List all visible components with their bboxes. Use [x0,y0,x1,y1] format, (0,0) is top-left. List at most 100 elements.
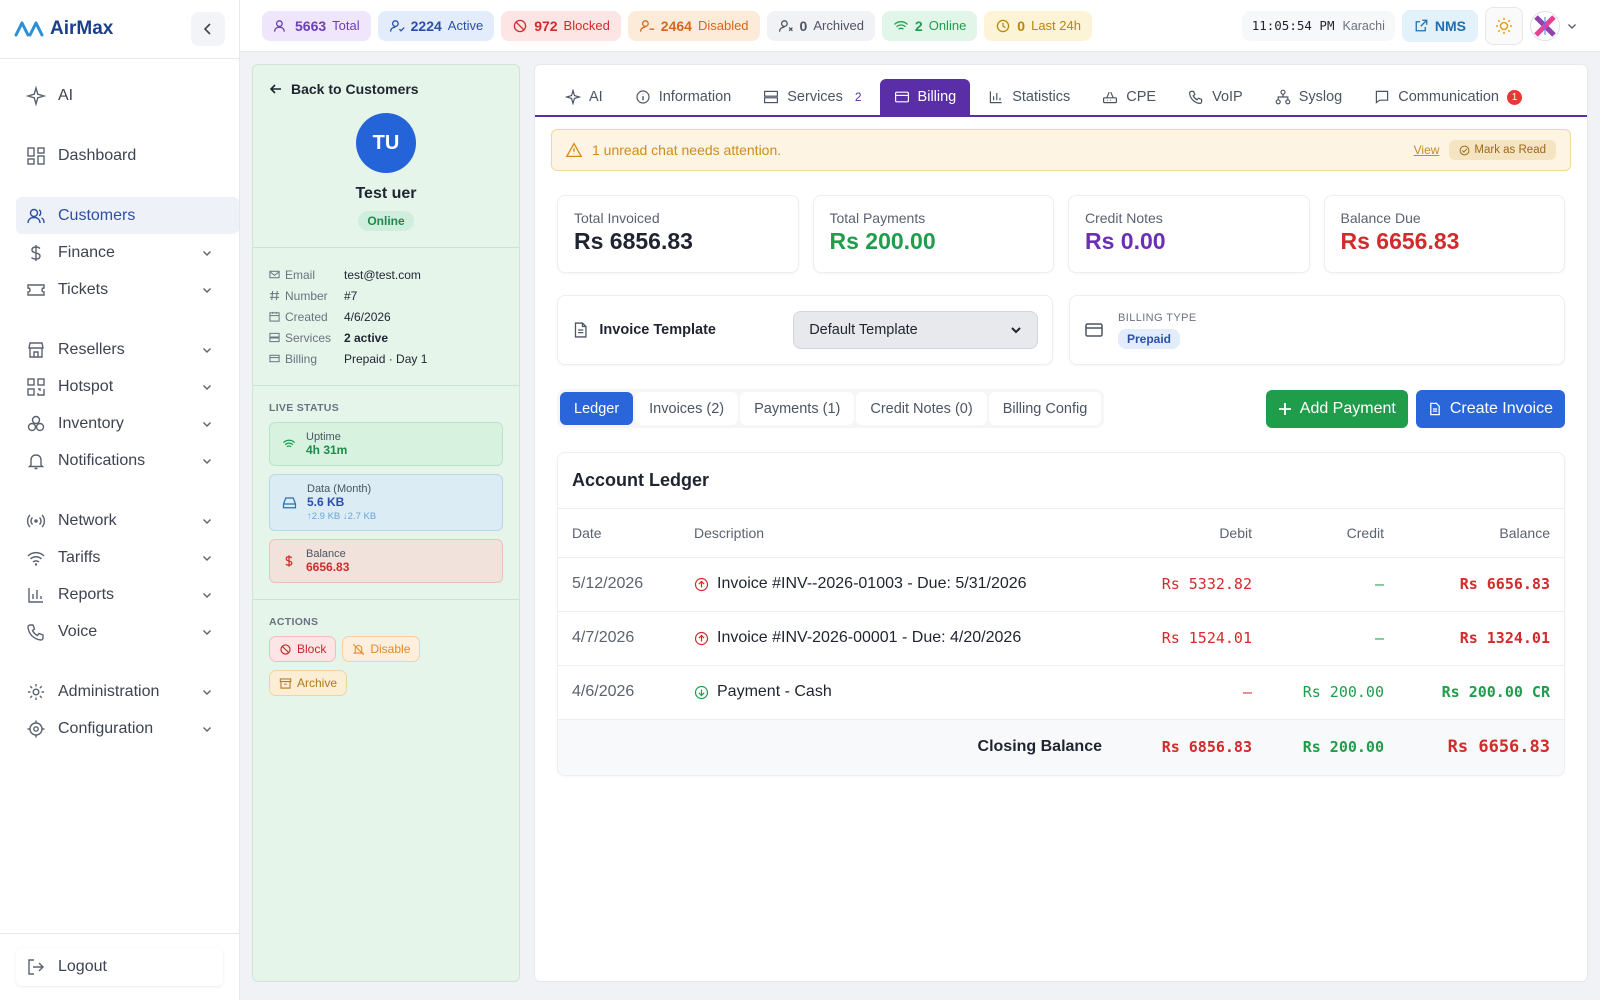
stat-active[interactable]: 2224 Active [377,10,495,41]
unread-badge: 1 [1507,89,1522,105]
stat-online[interactable]: 2 Online [881,10,978,41]
stat-label: Archived [813,18,864,33]
tab-billing[interactable]: Billing [879,79,971,115]
tab-information[interactable]: Information [621,79,746,115]
billing-type-label: BILLING TYPE [1118,311,1197,324]
ledger-balance: Rs 1324.01 [1398,611,1564,666]
sidebar-item-inventory[interactable]: Inventory [16,405,223,442]
tab-voip[interactable]: VoIP [1174,79,1257,115]
tab-statistics[interactable]: Statistics [974,79,1084,115]
sidebar-item-administration[interactable]: Administration [16,673,223,710]
tab-label: Statistics [1012,89,1071,105]
clock: 11:05:54 PM Karachi [1241,10,1395,41]
create-invoice-button[interactable]: Create Invoice [1415,389,1565,428]
column-header-credit: Credit [1266,509,1398,558]
tab-label: Billing [917,89,957,105]
summary-label: Total Payments [829,210,926,226]
subtab-ledger[interactable]: Ledger [560,392,634,425]
sidebar-item-ai[interactable]: AI [16,77,223,114]
sidebar-item-network[interactable]: Network [16,502,223,539]
ledger-debit: – [1116,665,1266,720]
sidebar-item-label: Tariffs [58,548,101,566]
stat-blocked[interactable]: 972 Blocked [501,10,621,41]
stat-disabled[interactable]: 2464 Disabled [627,10,760,41]
sidebar-item-finance[interactable]: Finance [16,234,223,271]
stat-archived[interactable]: 0 Archived [766,10,875,41]
archive-button[interactable]: Archive [269,670,348,696]
sparkle-icon [26,85,46,106]
column-header-description: Description [680,509,1116,558]
users-icon [27,208,45,223]
detail-value: #7 [344,288,358,303]
subtab-payments[interactable]: Payments (1) [740,392,855,425]
add-payment-button[interactable]: Add Payment [1265,389,1408,428]
tab-services[interactable]: Services 2 [749,79,875,115]
airmax-logo-icon [14,21,44,37]
collapse-sidebar-button[interactable] [191,12,225,46]
tab-syslog[interactable]: Syslog [1261,79,1357,115]
sidebar-item-tariffs[interactable]: Tariffs [16,539,223,576]
create-invoice-label: Create Invoice [1449,399,1553,417]
tab-ai[interactable]: AI [551,79,617,115]
clock-timezone: Karachi [1342,18,1385,33]
summary-amount: Rs 200.00 [829,228,936,254]
sidebar-item-notifications[interactable]: Notifications [16,442,223,479]
user-minus-icon [639,19,654,32]
chevron-down-icon [203,347,211,353]
app-logo[interactable]: AirMax [14,18,113,40]
chevron-down-icon [203,555,211,561]
ban-icon [513,19,527,32]
broadcast-icon [26,514,46,527]
tab-cpe[interactable]: CPE [1088,79,1170,115]
subtab-credit-notes[interactable]: Credit Notes (0) [856,392,987,425]
info-icon [636,90,650,104]
ledger-date: 4/7/2026 [558,611,680,666]
ledger-row[interactable]: 5/12/2026 Invoice #INV--2026-01003 - Due… [558,557,1564,612]
customer-tabs: AI Information Services 2 Billing Statis… [535,65,1587,117]
bar-chart-icon [990,91,1002,104]
sidebar-item-hotspot[interactable]: Hotspot [16,368,223,405]
nms-button[interactable]: NMS [1401,9,1478,42]
stat-total[interactable]: 5663 Total [262,10,371,41]
sidebar-item-voice[interactable]: Voice [16,613,223,650]
subtab-invoices[interactable]: Invoices (2) [635,392,739,425]
mark-as-read-button[interactable]: Mark as Read [1449,140,1556,160]
ledger-row[interactable]: 4/6/2026 Payment - Cash – Rs 200.00 Rs 2… [558,665,1564,720]
column-header-date: Date [558,509,680,558]
balance-card: Balance 6656.83 [269,539,503,583]
chevron-down-icon [203,592,211,598]
balance-label: Balance [306,548,346,560]
sidebar-item-dashboard[interactable]: Dashboard [16,137,223,174]
alert-view-link[interactable]: View [1413,143,1440,157]
disable-button[interactable]: Disable [342,636,421,662]
user-menu[interactable] [1530,10,1578,41]
wifi-icon [27,551,45,566]
ledger-title: Account Ledger [558,453,1564,509]
logout-button[interactable]: Logout [16,948,223,986]
sidebar-item-tickets[interactable]: Tickets [16,271,223,308]
stat-label: Last 24h [1031,18,1081,33]
sidebar-item-reports[interactable]: Reports [16,576,223,613]
qr-icon [27,377,45,396]
server-icon [764,90,779,104]
summary-card-credit-notes: Credit Notes Rs 0.00 [1068,195,1310,273]
summary-amount: Rs 0.00 [1085,228,1166,254]
ledger-description: Invoice #INV-2026-00001 - Due: 4/20/2026 [717,629,1022,646]
sidebar-item-configuration[interactable]: Configuration [16,710,223,747]
sidebar-item-resellers[interactable]: Resellers [16,331,223,368]
block-button[interactable]: Block [269,636,337,662]
unread-chat-alert: 1 unread chat needs attention. View Mark… [551,129,1571,171]
ledger-row[interactable]: 4/7/2026 Invoice #INV-2026-00001 - Due: … [558,611,1564,666]
ledger-balance: Rs 6656.83 [1398,557,1564,612]
theme-toggle-button[interactable] [1485,6,1523,45]
clock-icon [997,19,1010,32]
sidebar-item-customers[interactable]: Customers [16,197,239,234]
stat-count: 972 [534,17,558,34]
invoice-template-select[interactable]: Default Template [793,311,1038,349]
tab-communication[interactable]: Communication 1 [1360,79,1536,115]
subtab-billing-config[interactable]: Billing Config [988,392,1102,425]
back-to-customers-link[interactable]: Back to Customers [253,65,519,97]
user-avatar [1530,10,1560,41]
arrow-left-icon [269,84,281,94]
stat-last24h[interactable]: 0 Last 24h [984,10,1092,41]
